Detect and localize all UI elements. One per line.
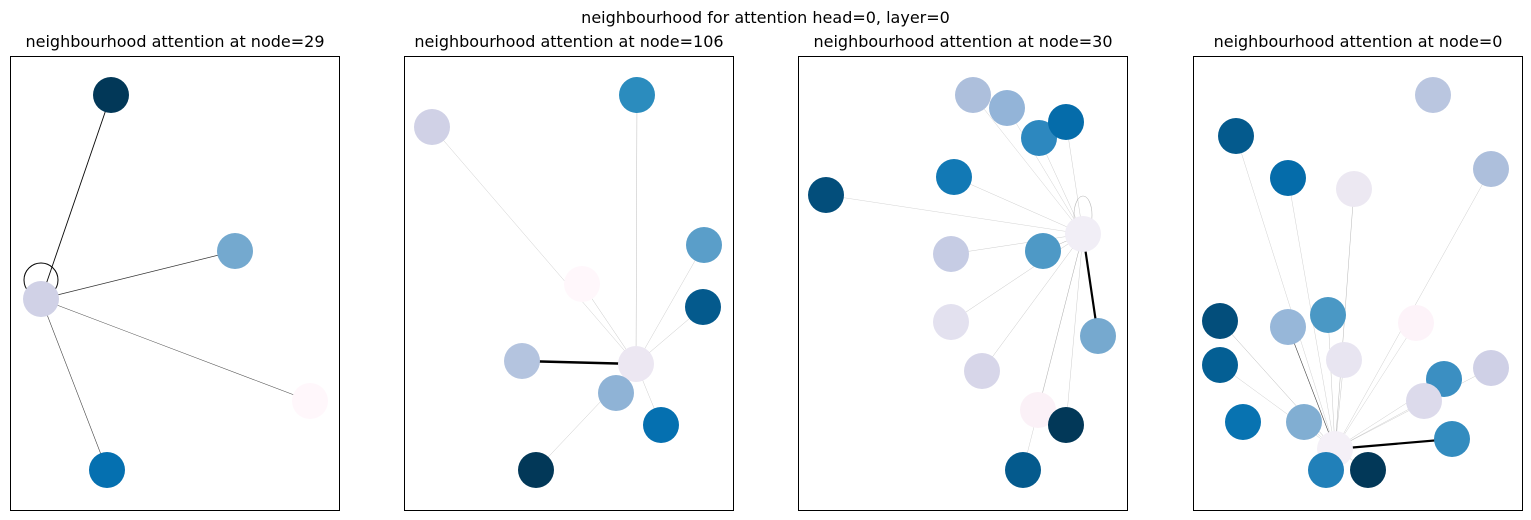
attention-edge — [1065, 121, 1084, 235]
neighbour-node — [1406, 383, 1442, 419]
attention-edge — [521, 359, 637, 366]
neighbour-node — [217, 233, 253, 269]
neighbour-node — [1326, 342, 1362, 378]
nodes — [414, 77, 722, 488]
attention-edge — [40, 250, 236, 300]
neighbour-node — [1398, 305, 1434, 341]
graph-panel-node-29 — [10, 56, 340, 511]
neighbour-node — [955, 77, 991, 113]
neighbour-node — [1202, 303, 1238, 339]
neighbour-node — [1270, 309, 1306, 345]
figure-suptitle: neighbourhood for attention head=0, laye… — [581, 8, 950, 27]
nodes — [23, 77, 328, 488]
graph-panel-node-0 — [1193, 56, 1523, 511]
neighbour-node — [1415, 77, 1451, 113]
neighbour-node — [1473, 151, 1509, 187]
neighbour-node — [964, 353, 1000, 389]
attention-edge — [950, 233, 1084, 323]
neighbour-node — [1005, 452, 1041, 488]
nodes — [808, 77, 1116, 488]
attention-edge — [40, 298, 108, 471]
neighbour-node — [1270, 160, 1306, 196]
graph-panel-node-30 — [798, 56, 1128, 511]
neighbour-node — [414, 109, 450, 145]
neighbour-node — [989, 90, 1025, 126]
neighbour-node — [1286, 404, 1322, 440]
attention-edge — [40, 94, 112, 300]
neighbour-node — [1080, 318, 1116, 354]
neighbour-node — [1225, 404, 1261, 440]
panel-frame — [1193, 56, 1523, 511]
neighbour-node — [1473, 350, 1509, 386]
attention-edge — [1334, 322, 1417, 450]
neighbour-node — [1021, 120, 1057, 156]
neighbour-node — [619, 77, 655, 113]
panel-title-node-30: neighbourhood attention at node=30 — [813, 32, 1113, 51]
attention-edge — [1006, 107, 1084, 235]
neighbour-node — [808, 177, 844, 213]
neighbour-node — [93, 77, 129, 113]
edges — [23, 94, 311, 471]
neighbour-node — [933, 304, 969, 340]
neighbour-node — [1048, 407, 1084, 443]
neighbour-node — [686, 227, 722, 263]
panel-title-node-106: neighbourhood attention at node=106 — [414, 32, 724, 51]
neighbour-node — [1336, 171, 1372, 207]
neighbour-node — [643, 407, 679, 443]
attention-edge — [431, 126, 637, 365]
neighbour-node — [1202, 347, 1238, 383]
attention-edge — [1022, 233, 1084, 471]
attention-edge — [1065, 233, 1084, 426]
neighbour-node — [1310, 297, 1346, 333]
neighbour-node — [1025, 233, 1061, 269]
attention-edge — [953, 176, 1084, 235]
attention-edge — [825, 194, 1084, 235]
graph-panel-node-106 — [404, 56, 734, 511]
attention-edge — [950, 233, 1084, 255]
panel-title-node-29: neighbourhood attention at node=29 — [25, 32, 325, 51]
neighbour-node — [936, 159, 972, 195]
attention-edge — [1287, 326, 1336, 450]
neighbour-node — [933, 236, 969, 272]
panel-frame — [10, 56, 340, 511]
nodes — [1202, 77, 1509, 488]
neighbour-node — [89, 452, 125, 488]
attention-edge — [1334, 437, 1453, 451]
attention-edge — [40, 298, 311, 402]
neighbour-node — [1308, 452, 1344, 488]
center-node — [1065, 216, 1101, 252]
neighbour-node — [564, 266, 600, 302]
attention-edge — [635, 244, 705, 365]
neighbour-node — [1048, 104, 1084, 140]
attention-edge — [972, 94, 1084, 235]
neighbour-node — [1434, 421, 1470, 457]
neighbour-node — [504, 343, 540, 379]
attention-edge — [981, 233, 1084, 372]
center-node — [23, 281, 59, 317]
neighbour-node — [1020, 392, 1056, 428]
attention-edge — [1327, 314, 1336, 450]
attention-edge — [1235, 135, 1336, 450]
neighbour-node — [292, 383, 328, 419]
attention-edge — [1037, 233, 1084, 411]
attention-edge — [635, 94, 638, 365]
panel-title-node-0: neighbourhood attention at node=0 — [1213, 32, 1503, 51]
neighbour-node — [685, 289, 721, 325]
center-node — [618, 346, 654, 382]
panel-frame — [798, 56, 1128, 511]
neighbour-node — [518, 452, 554, 488]
neighbour-node — [1350, 452, 1386, 488]
neighbour-node — [598, 375, 634, 411]
panel-frame — [404, 56, 734, 511]
neighbour-node — [1218, 118, 1254, 154]
